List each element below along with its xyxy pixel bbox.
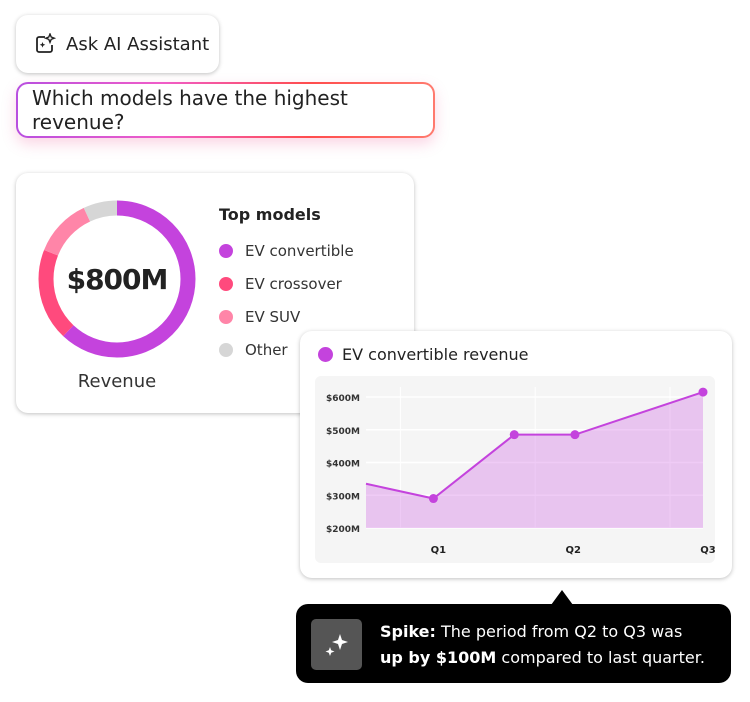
donut-chart [38,200,196,358]
x-tick-label: Q1 [431,545,447,556]
legend-label: EV crossover [245,274,342,293]
y-tick-label: $200M [326,525,360,535]
tooltip-text: Spike: The period from Q2 to Q3 was up b… [380,619,705,671]
chart-title: EV convertible revenue [318,345,529,364]
x-tick-label: Q3 [700,545,716,556]
y-tick-label: $400M [326,460,360,470]
ev-convertible-revenue-card: EV convertible revenue $200M $300M $400M $5… [300,331,732,578]
legend-label: Other [245,340,288,359]
y-tick-label: $300M [326,492,360,502]
insight-tooltip: Spike: The period from Q2 to Q3 was up b… [296,590,731,683]
legend-title: Top models [219,205,321,224]
tooltip-highlight: up by $100M [380,648,497,667]
legend-item: EV crossover [219,267,354,300]
tooltip-text-2: compared to last quarter. [496,648,705,667]
ai-sparkle-icon [36,33,56,53]
series-area [366,392,703,528]
x-tick-label: Q2 [565,545,581,556]
legend-item: EV SUV [219,300,354,333]
legend-dot [219,342,233,357]
donut-caption: Revenue [77,371,157,392]
tooltip-arrow [551,590,573,605]
legend-dot [219,309,233,324]
tooltip-text-1: The period from Q2 to Q3 was [435,622,683,641]
series-dot [318,347,333,362]
data-point [570,430,580,440]
legend-item: Other [219,333,354,366]
legend-label: EV SUV [245,307,301,326]
chart-title-text: EV convertible revenue [342,345,529,364]
legend-dot [219,243,233,258]
sparkle-icon-box [311,619,362,670]
ask-ai-assistant-button[interactable]: Ask AI Assistant [16,15,219,73]
donut-segment [38,200,196,358]
prompt-text: Which models have the highest revenue? [18,84,433,136]
plot-area [315,376,715,563]
sparkle-icon [325,633,348,656]
donut-total: $800M [66,263,169,296]
prompt-input[interactable]: Which models have the highest revenue? [16,82,435,138]
line-chart: $200M $300M $400M $500M $600M Q1 Q2 Q3 [326,387,716,556]
legend: Top models EV convertible EV crossover EV … [219,205,354,366]
y-tick-label: $600M [326,394,360,404]
legend-item: EV convertible [219,234,354,267]
revenue-donut-card: $800M Revenue Top models EV convertible E… [16,173,414,413]
data-point [428,494,438,504]
ask-ai-assistant-label: Ask AI Assistant [66,33,210,55]
data-point [509,430,519,440]
y-tick-label: $500M [326,427,360,437]
legend-label: EV convertible [245,241,354,260]
donut-segment [38,200,196,358]
tooltip-lead: Spike: [380,622,436,641]
legend-dot [219,276,233,291]
data-point [698,387,708,397]
